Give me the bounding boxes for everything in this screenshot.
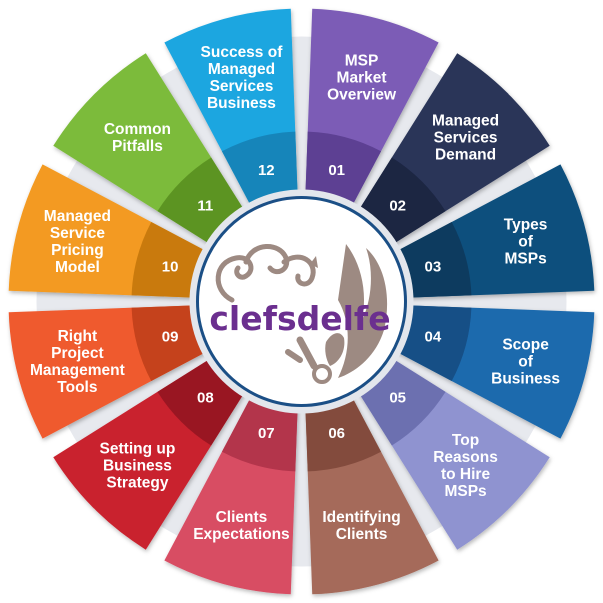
segment-09-label: Right Project Management Tools bbox=[30, 328, 125, 396]
segment-label-line: Right bbox=[58, 328, 98, 345]
segment-label-line: Model bbox=[55, 259, 100, 276]
segment-label-line: of bbox=[518, 233, 533, 250]
segment-06-number: 06 bbox=[328, 425, 345, 442]
segment-12-number: 12 bbox=[258, 162, 275, 179]
segment-label-line: Managed bbox=[208, 61, 275, 78]
logo: clefsdelfe bbox=[209, 244, 391, 384]
segment-05-number: 05 bbox=[389, 390, 406, 407]
segment-04-number: 04 bbox=[425, 329, 442, 346]
segment-02-label: Managed Services Demand bbox=[432, 112, 499, 163]
segment-05-label: Top Reasons to Hire MSPs bbox=[433, 432, 498, 500]
segment-label-line: Strategy bbox=[106, 475, 168, 492]
segment-label-line: Demand bbox=[435, 146, 496, 163]
segment-07-label: Clients Expectations bbox=[193, 509, 289, 543]
segment-label-line: Success of bbox=[201, 44, 284, 61]
segment-06-label: Identifying Clients bbox=[322, 509, 400, 543]
segment-label-line: Reasons bbox=[433, 449, 498, 466]
segment-label-line: Business bbox=[207, 95, 276, 112]
segment-label-line: Services bbox=[210, 78, 274, 95]
segment-03-label: Types of MSPs bbox=[504, 216, 548, 267]
key-icon bbox=[215, 244, 332, 384]
segment-label-line: Pitfalls bbox=[112, 138, 163, 155]
segment-label-line: Clients bbox=[216, 509, 268, 526]
segment-label-line: Setting up bbox=[100, 441, 176, 458]
segment-10: 10 Managed Service Pricing Model bbox=[8, 164, 214, 298]
segment-11-number: 11 bbox=[197, 197, 213, 214]
segment-label-line: Business bbox=[103, 458, 172, 475]
segment-label-line: Managed bbox=[44, 208, 111, 225]
segment-label-line: Identifying bbox=[322, 509, 400, 526]
segment-label-line: of bbox=[518, 354, 533, 371]
segment-label-line: Top bbox=[452, 432, 479, 449]
segment-06: 06 Identifying Clients bbox=[305, 389, 439, 595]
segment-label-line: Clients bbox=[336, 526, 388, 543]
segment-11-label: Common Pitfalls bbox=[104, 121, 171, 155]
logo-text: clefsdelfe bbox=[209, 299, 390, 338]
segment-01-label: MSP Market Overview bbox=[327, 52, 397, 103]
segment-08-label: Setting up Business Strategy bbox=[100, 441, 176, 492]
segment-01-number: 01 bbox=[328, 162, 345, 179]
segment-label-line: Managed bbox=[432, 112, 499, 129]
segment-label-line: to Hire bbox=[441, 466, 490, 483]
segment-label-line: Common bbox=[104, 121, 171, 138]
segment-label-line: Tools bbox=[57, 379, 97, 396]
segment-label-line: Management bbox=[30, 362, 125, 379]
segment-label-line: Overview bbox=[327, 86, 397, 103]
segment-label-line: Services bbox=[434, 129, 498, 146]
segment-label-line: MSP bbox=[345, 52, 379, 69]
segment-label-line: Service bbox=[50, 225, 106, 242]
segment-07-number: 07 bbox=[258, 425, 275, 442]
segment-02-number: 02 bbox=[389, 197, 406, 214]
segment-label-line: Types bbox=[504, 216, 548, 233]
segment-label-line: Expectations bbox=[193, 526, 289, 543]
segment-10-number: 10 bbox=[162, 258, 179, 275]
segment-label-line: MSPs bbox=[504, 250, 546, 267]
segment-04-label: Scope of Business bbox=[491, 337, 560, 388]
segment-label-line: Scope bbox=[502, 337, 549, 354]
segment-08-number: 08 bbox=[197, 390, 214, 407]
segment-label-line: Market bbox=[337, 69, 387, 86]
segment-03-number: 03 bbox=[425, 258, 442, 275]
segment-12-label: Success of Managed Services Business bbox=[201, 44, 284, 112]
segment-label-line: Pricing bbox=[51, 242, 104, 259]
segment-label-line: MSPs bbox=[444, 483, 486, 500]
segment-label-line: Project bbox=[51, 345, 104, 362]
segment-label-line: Business bbox=[491, 371, 560, 388]
segment-09-number: 09 bbox=[162, 329, 179, 346]
segment-10-label: Managed Service Pricing Model bbox=[44, 208, 111, 276]
fairy-icon bbox=[310, 244, 388, 378]
